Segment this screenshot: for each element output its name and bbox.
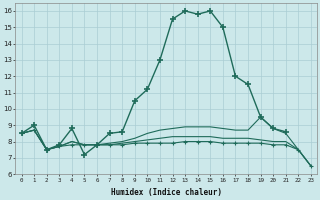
X-axis label: Humidex (Indice chaleur): Humidex (Indice chaleur) bbox=[111, 188, 222, 197]
